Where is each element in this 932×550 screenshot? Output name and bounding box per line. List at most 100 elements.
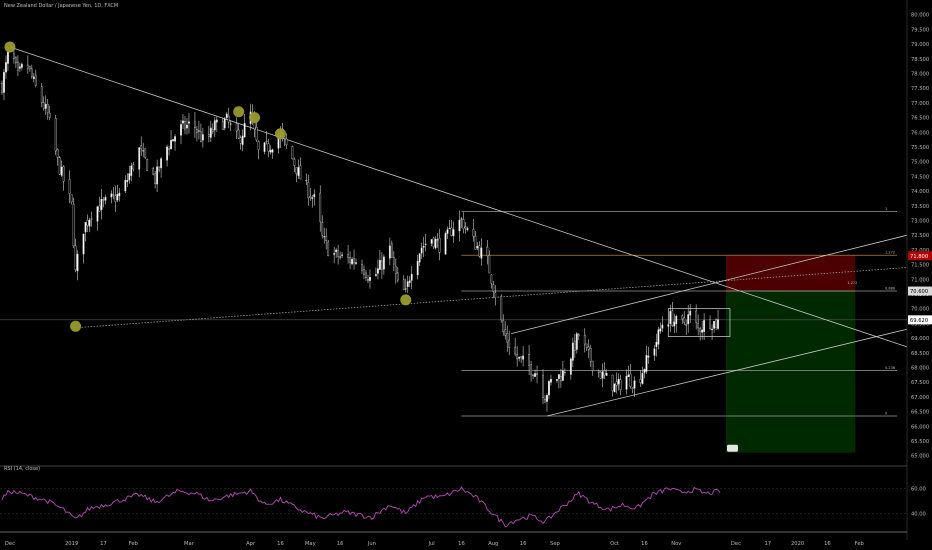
candle-up [424, 243, 427, 245]
candle-up [215, 119, 218, 123]
candle-up [653, 348, 656, 356]
candle-up [174, 136, 176, 142]
time-tick-label: Sep [550, 541, 560, 547]
candle-down [40, 86, 43, 104]
candle-up [339, 256, 342, 258]
candle-down [699, 328, 702, 332]
price-tick-label: 68.500 [911, 351, 929, 357]
candle-down [102, 199, 105, 201]
candle-down [239, 137, 242, 144]
candle-down [152, 168, 155, 175]
price-tick-label: 68.000 [911, 365, 929, 371]
candle-up [633, 380, 636, 389]
candle-up [172, 139, 174, 142]
candle-up [601, 371, 604, 379]
fib-level-label: 0 [885, 411, 887, 415]
candle-up [647, 355, 650, 358]
price-tick-label: 67.500 [911, 380, 929, 386]
swing-point-marker [249, 112, 261, 124]
last-price-badge-bg [908, 315, 932, 325]
candle-down [291, 146, 294, 160]
trendline [75, 267, 908, 329]
candle-down [603, 370, 606, 376]
candle-down [615, 381, 618, 386]
candle-up [182, 120, 184, 124]
candle-down [255, 127, 258, 141]
candle-down [267, 143, 270, 152]
time-tick-label: 16 [641, 541, 648, 547]
candle-up [558, 374, 560, 379]
candle-up [627, 374, 630, 377]
candle-up [180, 124, 182, 136]
candle-up [126, 179, 129, 182]
candle-down [639, 379, 642, 383]
candle-up [142, 150, 145, 152]
candle-down [295, 167, 298, 174]
candle-up [223, 118, 226, 129]
candle-up [641, 373, 644, 384]
candle-up [617, 378, 620, 385]
candle-up [408, 280, 411, 283]
candle-down [528, 354, 530, 366]
price-tick-label: 79.000 [911, 42, 929, 48]
candle-up [422, 245, 425, 248]
candle-down [146, 159, 149, 171]
candle-up [209, 127, 212, 138]
time-tick-label: Jun [367, 541, 376, 547]
candle-up [76, 253, 79, 272]
candle-up [420, 247, 423, 254]
candle-up [448, 228, 451, 230]
candle-up [713, 321, 715, 329]
trendline [511, 234, 908, 335]
candle-down [26, 64, 29, 69]
candle-up [198, 130, 200, 132]
candle-up [657, 329, 660, 345]
candle-down [514, 346, 517, 355]
candle-up [661, 324, 664, 329]
candle-up [341, 254, 344, 256]
candle-up [703, 320, 706, 332]
price-tick-label: 71.500 [911, 263, 929, 269]
candle-down [597, 370, 600, 373]
candle-up [625, 375, 628, 390]
candle-up [110, 193, 113, 198]
candle-down [321, 222, 324, 236]
candle-down [54, 118, 57, 152]
candle-up [241, 135, 244, 145]
trendline [9, 46, 908, 348]
candle-down [48, 112, 51, 118]
candle-up [655, 342, 658, 347]
candle-up [118, 192, 121, 197]
candle-up [3, 72, 5, 93]
candle-down [392, 257, 395, 265]
candle-down [683, 317, 686, 323]
candle-down [13, 53, 15, 60]
candle-down [90, 218, 93, 220]
candle-down [560, 376, 562, 382]
candle-down [353, 258, 355, 264]
candle-up [44, 104, 47, 109]
candle-down [72, 203, 75, 247]
candle-up [5, 62, 7, 73]
time-tick-label: 17 [100, 541, 107, 547]
time-tick-label: 17 [764, 541, 771, 547]
price-tick-label: 80.000 [911, 13, 929, 19]
candle-down [504, 329, 507, 336]
candle-down [305, 180, 308, 182]
candle-up [311, 197, 314, 199]
candle-down [98, 205, 101, 212]
price-tick-label: 74.000 [911, 189, 929, 195]
time-tick-label: 16 [277, 541, 284, 547]
time-tick-label: Aug [488, 541, 498, 547]
candle-up [548, 381, 550, 396]
candle-up [188, 121, 190, 124]
candle-up [229, 123, 232, 125]
time-tick-label: 16 [520, 541, 527, 547]
candle-up [375, 274, 377, 276]
candle-up [575, 333, 578, 350]
candle-down [500, 295, 503, 321]
candle-up [160, 158, 163, 169]
candle-down [227, 115, 230, 123]
candle-up [388, 245, 391, 259]
